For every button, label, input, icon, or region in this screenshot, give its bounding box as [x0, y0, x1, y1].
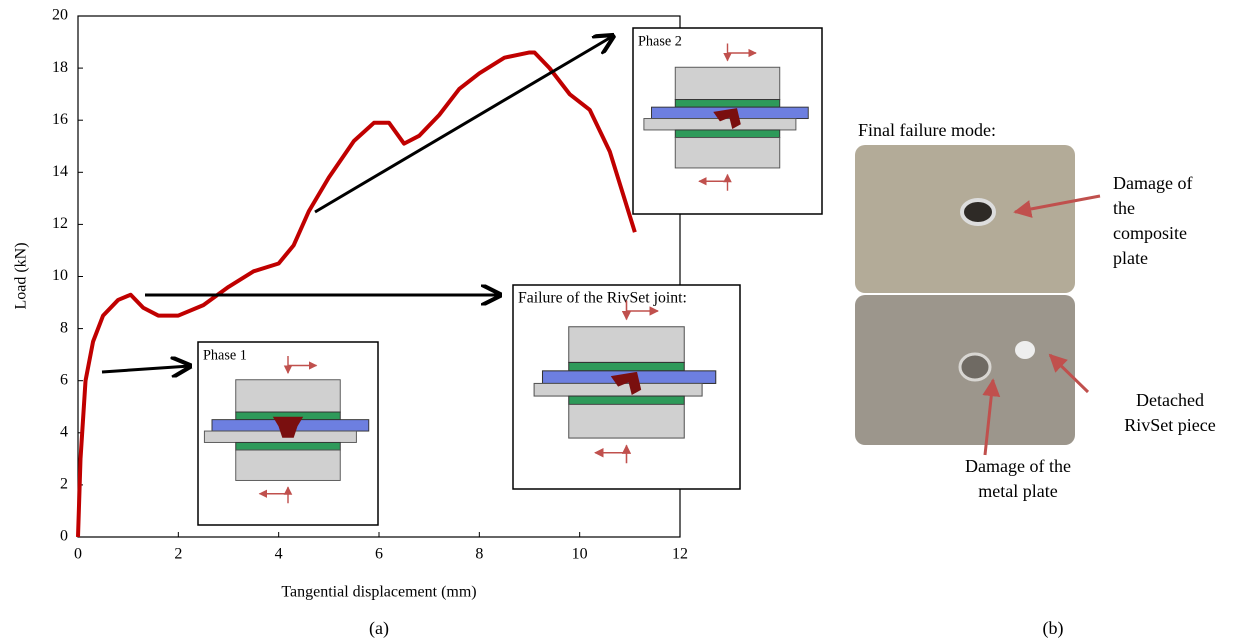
hole — [960, 198, 996, 226]
data-line — [76, 50, 637, 538]
y-tick-label: 8 — [60, 319, 68, 336]
metal-plate — [203, 430, 357, 443]
pointer-arrow — [101, 366, 190, 372]
y-tick-label: 6 — [60, 371, 68, 388]
y-tick-label: 14 — [52, 163, 68, 180]
plate — [235, 449, 341, 481]
x-axis-label: Tangential displacement (mm) — [281, 584, 476, 601]
adhesive — [674, 129, 781, 139]
joint-schematic — [643, 43, 809, 191]
panel-b: Final failure mode: (b) Damage of the comp… — [858, 120, 1216, 639]
y-tick-label: 18 — [52, 59, 68, 76]
joint-schematic — [533, 300, 717, 464]
joint-schematic — [203, 355, 370, 504]
caption: (b) — [1043, 618, 1064, 639]
photo-label: the — [1113, 198, 1135, 218]
y-tick-label: 16 — [52, 111, 68, 128]
adhesive — [674, 99, 781, 108]
plate — [235, 379, 341, 413]
inset-title: Failure of the RivSet joint: — [518, 290, 687, 307]
y-tick-label: 12 — [52, 215, 68, 232]
x-tick-label: 4 — [275, 546, 283, 563]
x-tick-label: 6 — [375, 546, 383, 563]
y-tick-label: 0 — [60, 528, 68, 545]
plate — [674, 66, 781, 101]
y-tick-label: 20 — [52, 7, 68, 24]
adhesive — [568, 361, 685, 372]
y-axis-label: Load (kN) — [13, 242, 30, 309]
x-tick-label: 10 — [572, 546, 588, 563]
y-tick-label: 10 — [52, 267, 68, 284]
photo-arrow — [982, 378, 1001, 456]
photo-arrow — [1048, 353, 1090, 394]
x-tick-label: 0 — [74, 546, 82, 563]
photo-label: plate — [1113, 248, 1148, 268]
photo-label: RivSet piece — [1124, 415, 1215, 435]
photo-arrow — [1013, 194, 1101, 218]
plate — [568, 326, 685, 363]
photo-label: Damage of — [1113, 173, 1192, 193]
adhesive — [235, 441, 341, 451]
x-tick-label: 8 — [475, 546, 483, 563]
hole — [958, 352, 992, 382]
y-tick-label: 2 — [60, 476, 68, 493]
photo-label: metal plate — [978, 481, 1057, 501]
x-tick-label: 12 — [672, 546, 688, 563]
inset-title: Phase 1 — [203, 347, 247, 363]
pointer-arrow — [314, 36, 613, 214]
inset-title: Phase 2 — [638, 33, 682, 49]
adhesive — [568, 395, 685, 405]
panel-title: Final failure mode: — [858, 120, 996, 140]
photo-label: Detached — [1136, 390, 1204, 410]
plate — [568, 403, 685, 439]
rivet-piece — [1015, 341, 1035, 359]
rivet — [272, 416, 304, 438]
caption: (a) — [369, 618, 389, 639]
photo-label: composite — [1113, 223, 1187, 243]
plate — [674, 137, 781, 169]
y-tick-label: 4 — [60, 423, 68, 440]
x-tick-label: 2 — [174, 546, 182, 563]
photo-label: Damage of the — [965, 456, 1071, 476]
